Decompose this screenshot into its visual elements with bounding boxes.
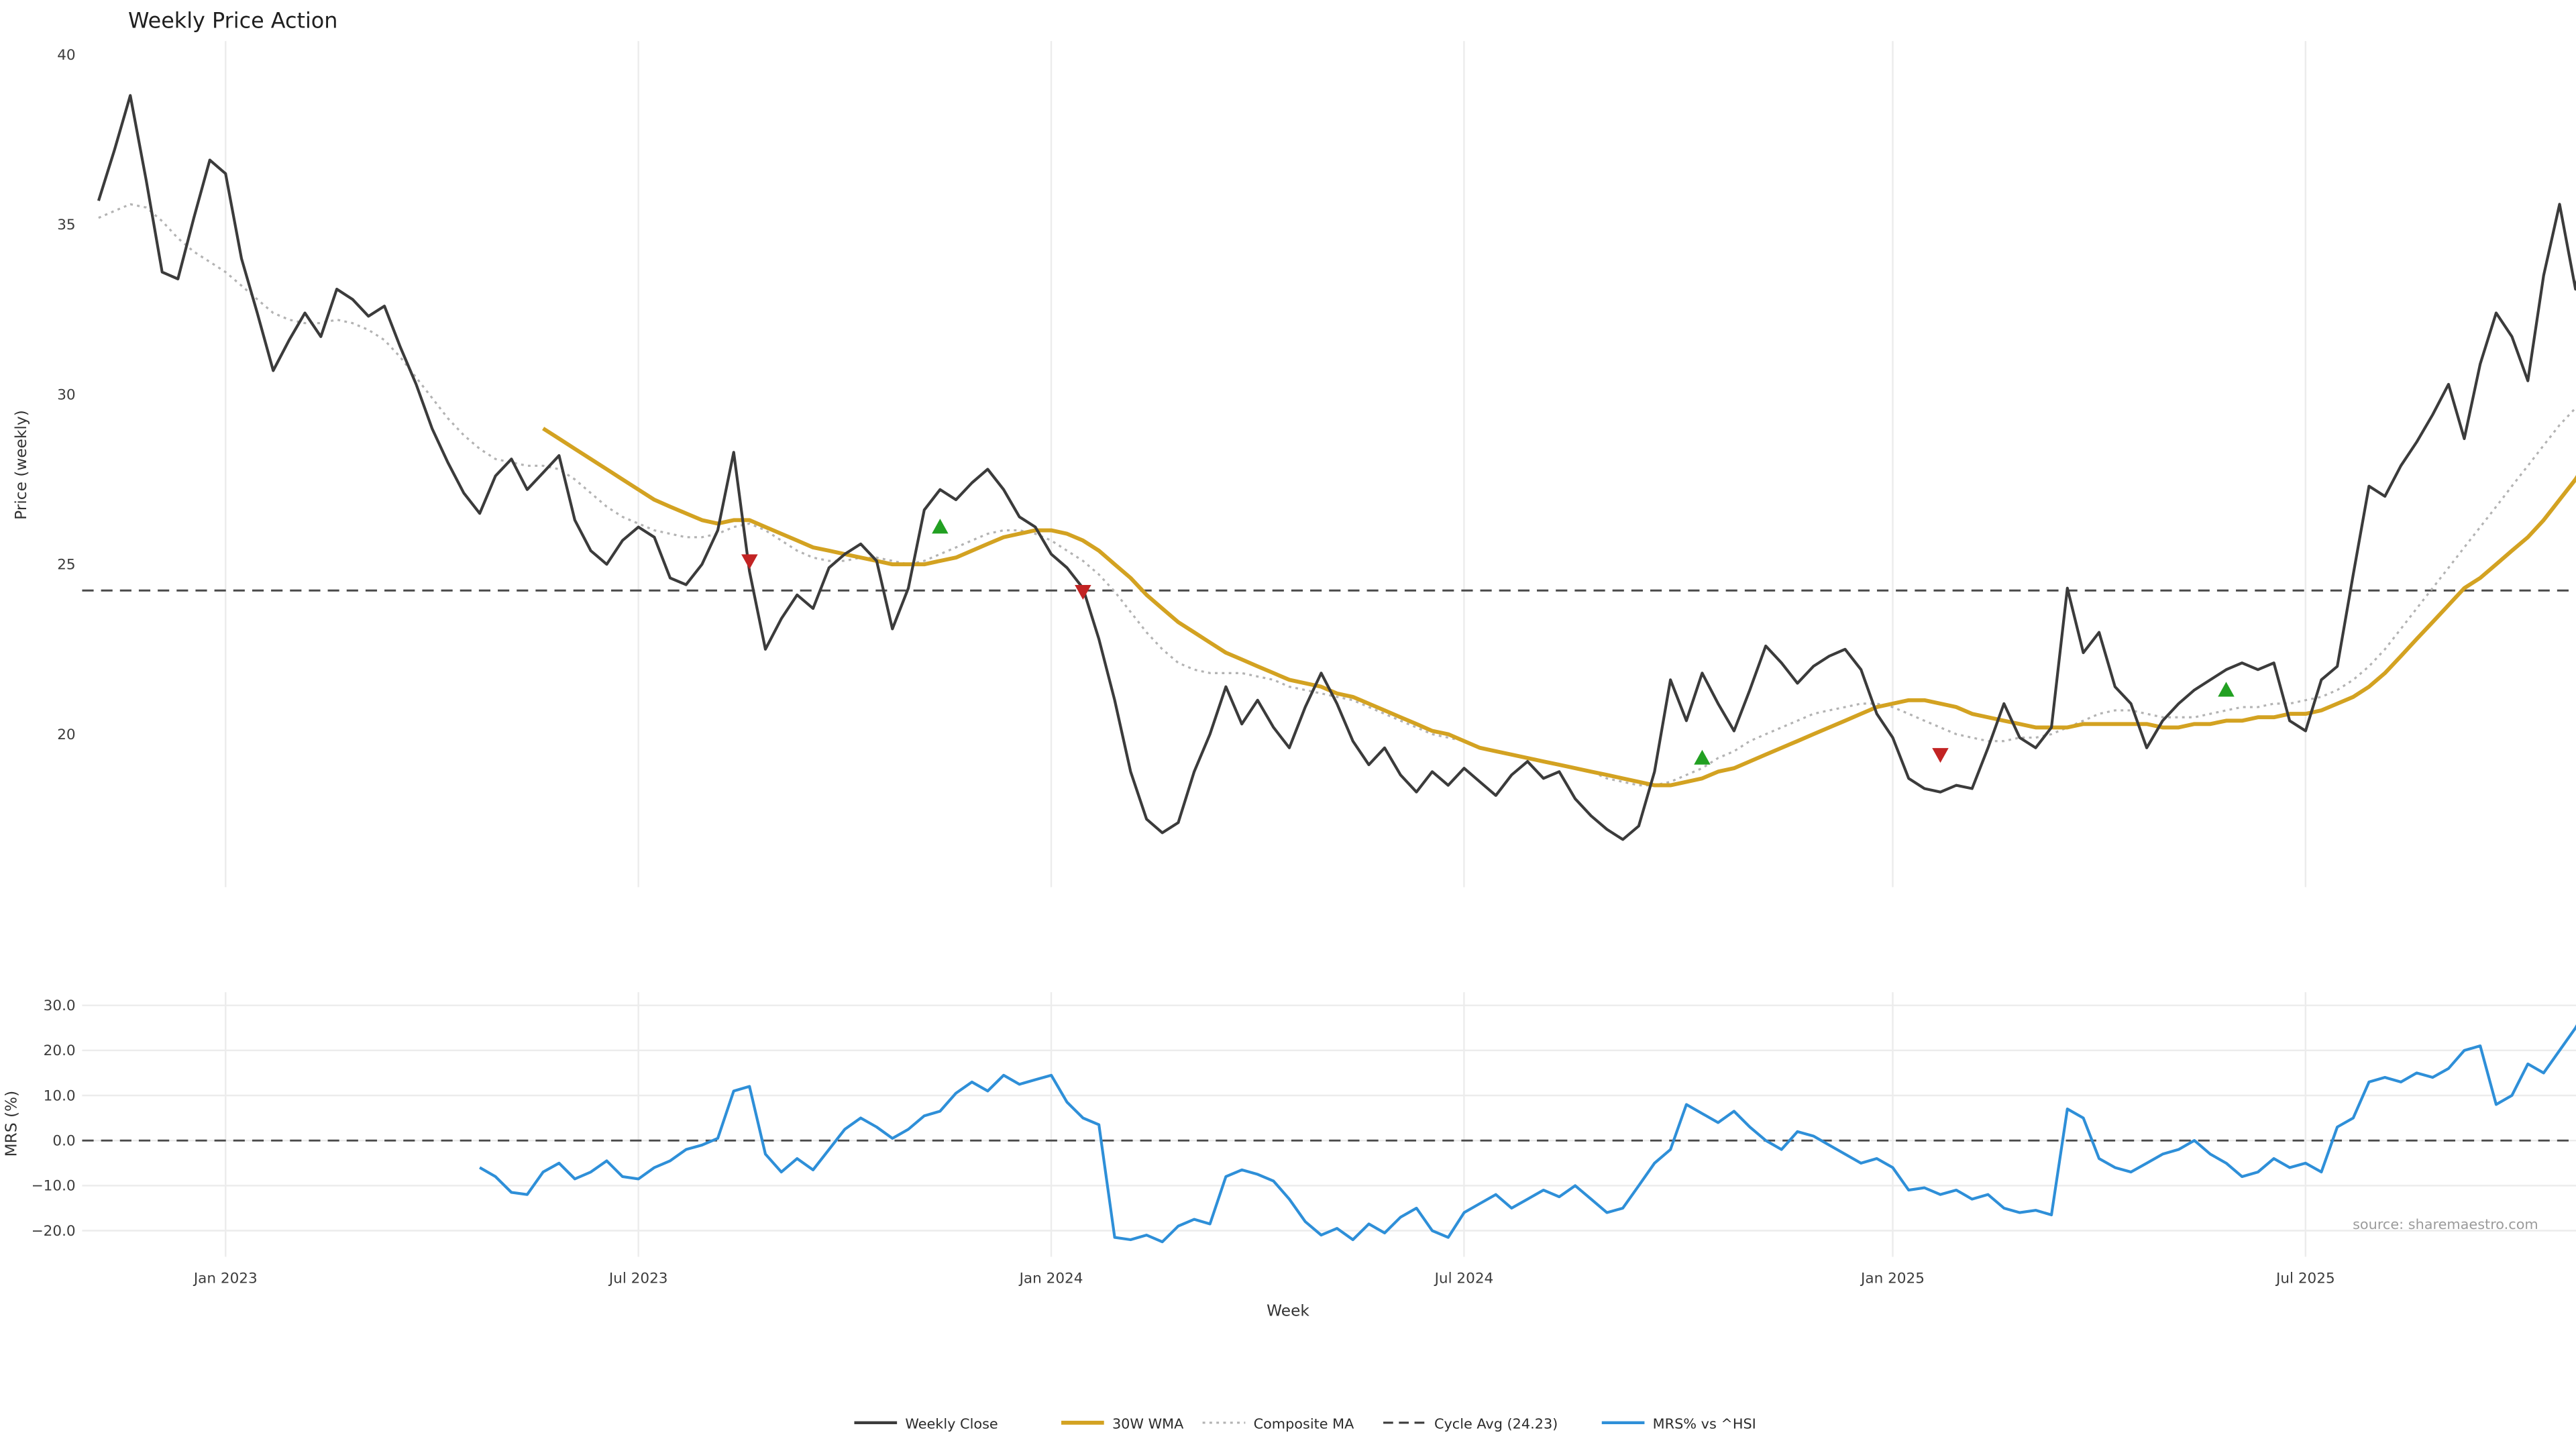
legend-label: MRS% vs ^HSI	[1653, 1415, 1756, 1432]
wma-line	[542, 427, 2576, 788]
chart-title: Weekly Price Action	[128, 8, 337, 34]
mrs-y-tick-label: 30.0	[44, 998, 76, 1014]
mrs-axis-label: MRS (%)	[2, 1091, 20, 1157]
mrs-y-tick-label: −10.0	[32, 1178, 76, 1195]
legend: Weekly Close 30W WMA Composite MA Cycle …	[854, 1415, 1756, 1432]
legend-label: Cycle Avg (24.23)	[1434, 1415, 1558, 1432]
legend-item-wma: 30W WMA	[1061, 1415, 1184, 1432]
axes-layer: Jan 2023 Jul 2023 Jan 2024 Jul 2024 Jan 2025…	[32, 47, 2335, 1287]
x-tick-label: Jul 2024	[1434, 1271, 1494, 1287]
mrs-y-tick-label: 0.0	[52, 1133, 75, 1150]
sell-signal-marker	[741, 554, 758, 570]
price-y-tick-label: 20	[57, 727, 75, 743]
weekly-close-line	[97, 94, 2576, 841]
price-y-tick-label: 40	[57, 47, 75, 64]
legend-label: Weekly Close	[905, 1415, 998, 1432]
legend-item-composite-ma: Composite MA	[1202, 1415, 1355, 1432]
price-axis-label: Price (weekly)	[12, 410, 30, 520]
composite-ma-line	[98, 203, 2576, 787]
gridlines-layer	[82, 41, 2576, 1257]
mrs-line	[479, 1024, 2576, 1244]
x-axis-label: Week	[1267, 1302, 1309, 1320]
buy-signal-marker	[932, 519, 949, 534]
sell-signal-marker	[1075, 584, 1091, 600]
mrs-y-tick-label: −20.0	[32, 1223, 76, 1240]
price-y-tick-label: 30	[57, 386, 75, 403]
source-text: source: sharemaestro.com	[2353, 1216, 2538, 1232]
legend-item-cycle-avg: Cycle Avg (24.23)	[1383, 1415, 1558, 1432]
x-tick-label: Jul 2023	[608, 1271, 668, 1287]
legend-label: Composite MA	[1254, 1415, 1355, 1432]
x-tick-label: Jul 2025	[2275, 1271, 2335, 1287]
buy-signal-marker	[2218, 682, 2235, 697]
sell-signal-marker	[1932, 748, 1949, 763]
legend-label: 30W WMA	[1112, 1415, 1184, 1432]
x-tick-label: Jan 2023	[193, 1271, 258, 1287]
price-y-tick-label: 25	[57, 557, 75, 574]
legend-item-mrs: MRS% vs ^HSI	[1601, 1415, 1756, 1432]
x-tick-label: Jan 2024	[1018, 1271, 1083, 1287]
mrs-y-tick-label: 20.0	[44, 1042, 76, 1059]
buy-signal-marker	[1694, 749, 1711, 765]
mrs-y-tick-label: 10.0	[44, 1087, 76, 1104]
legend-item-weekly-close: Weekly Close	[854, 1415, 998, 1432]
price-y-tick-label: 35	[57, 217, 75, 233]
series-layer	[82, 94, 2576, 1244]
x-tick-label: Jan 2025	[1860, 1271, 1925, 1287]
